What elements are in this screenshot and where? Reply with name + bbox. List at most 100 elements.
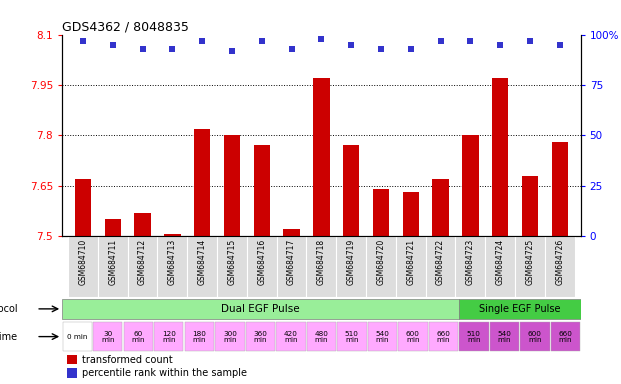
Text: 540
min: 540 min (497, 331, 511, 343)
Text: GSM684716: GSM684716 (257, 238, 266, 285)
Text: GSM684721: GSM684721 (406, 238, 415, 285)
Bar (343, 146, 360, 236)
Text: GSM684720: GSM684720 (376, 238, 386, 285)
Text: 30
min: 30 min (101, 331, 115, 343)
Bar (134, 213, 151, 236)
Point (435, 38, 445, 44)
Bar (337, 322, 366, 351)
Bar (184, 322, 214, 351)
Bar (515, 236, 545, 297)
Bar (307, 236, 336, 297)
Point (108, 41, 118, 48)
Bar (124, 322, 153, 351)
Text: 300
min: 300 min (223, 331, 237, 343)
Text: GSM684718: GSM684718 (317, 238, 326, 285)
Text: GSM684710: GSM684710 (78, 238, 88, 285)
Bar (128, 236, 158, 297)
Text: 0 min: 0 min (67, 334, 88, 339)
Text: 60
min: 60 min (132, 331, 145, 343)
Bar (67, 355, 76, 364)
Point (138, 46, 148, 52)
Text: GSM684712: GSM684712 (138, 238, 147, 285)
Bar (158, 236, 188, 297)
Text: GSM684713: GSM684713 (168, 238, 177, 285)
Text: 420
min: 420 min (284, 331, 298, 343)
Point (465, 38, 475, 44)
Bar (398, 322, 427, 351)
Text: 510
min: 510 min (467, 331, 481, 343)
Point (287, 46, 297, 52)
Bar (277, 236, 307, 297)
Bar (63, 322, 92, 351)
Text: GSM684725: GSM684725 (525, 238, 535, 285)
Bar (93, 322, 122, 351)
Bar (246, 322, 275, 351)
Text: GDS4362 / 8048835: GDS4362 / 8048835 (62, 20, 189, 33)
Text: 480
min: 480 min (314, 331, 329, 343)
Point (495, 41, 505, 48)
Text: 180
min: 180 min (193, 331, 206, 343)
Bar (368, 322, 397, 351)
Point (168, 46, 178, 52)
Text: 660
min: 660 min (558, 331, 573, 343)
Bar (75, 179, 91, 236)
Bar (520, 322, 550, 351)
Bar (460, 322, 489, 351)
Text: GSM684714: GSM684714 (197, 238, 207, 285)
Bar (373, 189, 389, 236)
Bar (336, 236, 366, 297)
Text: 120
min: 120 min (162, 331, 176, 343)
Bar (551, 142, 568, 236)
Point (78, 38, 88, 44)
Text: GSM684723: GSM684723 (466, 238, 475, 285)
Point (555, 41, 564, 48)
Point (525, 38, 535, 44)
Point (257, 38, 267, 44)
Bar (307, 322, 336, 351)
Bar (522, 175, 538, 236)
Text: GSM684715: GSM684715 (227, 238, 237, 285)
Bar (104, 219, 121, 236)
Bar (432, 179, 449, 236)
Bar (428, 322, 458, 351)
Point (316, 36, 327, 42)
Bar (485, 236, 515, 297)
Text: time: time (0, 332, 18, 342)
Bar (154, 322, 183, 351)
Point (197, 38, 207, 44)
Text: Dual EGF Pulse: Dual EGF Pulse (221, 304, 300, 314)
Text: Single EGF Pulse: Single EGF Pulse (479, 304, 560, 314)
Bar (313, 78, 330, 236)
Bar (217, 236, 247, 297)
Bar (455, 236, 485, 297)
Point (376, 46, 386, 52)
Bar (68, 236, 98, 297)
Bar (459, 298, 581, 319)
Text: 360
min: 360 min (253, 331, 267, 343)
Point (346, 41, 356, 48)
Point (406, 46, 415, 52)
Bar (545, 236, 574, 297)
Bar (224, 135, 240, 236)
Bar (188, 236, 217, 297)
Bar (551, 322, 580, 351)
Bar (462, 135, 479, 236)
Bar (194, 129, 211, 236)
Point (227, 48, 237, 54)
Text: transformed count: transformed count (82, 355, 173, 365)
Text: GSM684722: GSM684722 (436, 238, 445, 285)
Text: percentile rank within the sample: percentile rank within the sample (82, 368, 247, 378)
Bar (62, 298, 459, 319)
Bar (276, 322, 306, 351)
Text: GSM684711: GSM684711 (108, 238, 117, 285)
Bar (492, 78, 509, 236)
Text: 600
min: 600 min (528, 331, 542, 343)
Text: GSM684719: GSM684719 (347, 238, 356, 285)
Bar (396, 236, 425, 297)
Bar (366, 236, 396, 297)
Bar (283, 230, 300, 236)
Bar (402, 192, 419, 236)
Bar (164, 235, 181, 236)
Text: protocol: protocol (0, 304, 18, 314)
Text: 510
min: 510 min (345, 331, 359, 343)
